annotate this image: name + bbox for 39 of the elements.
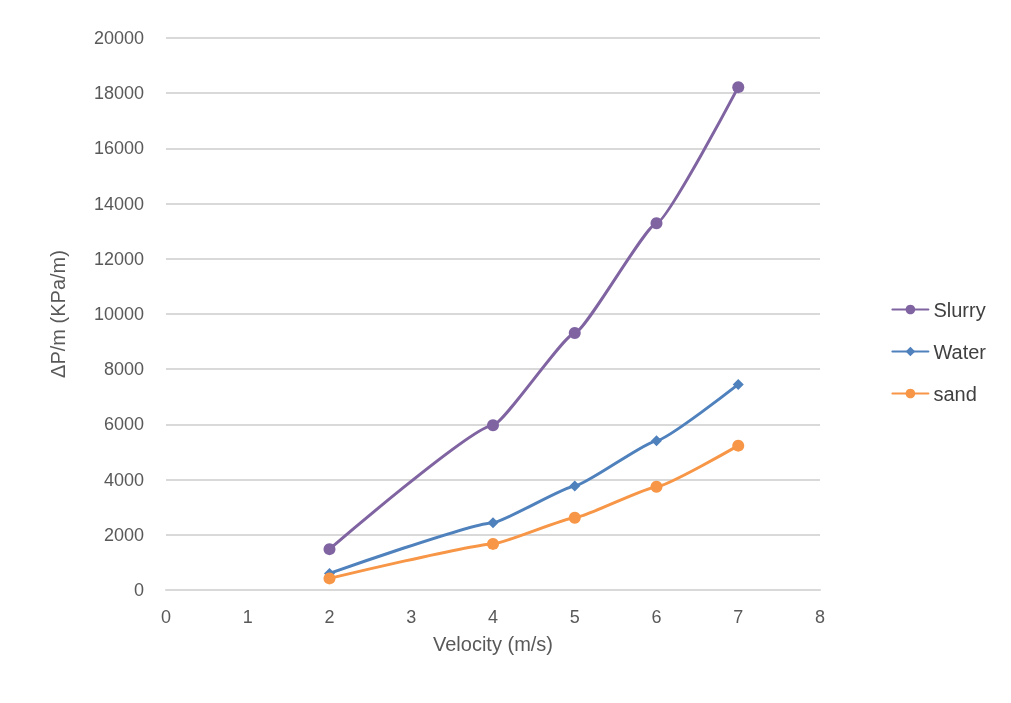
x-axis-title: Velocity (m/s)	[432, 633, 554, 655]
point	[487, 419, 499, 432]
point	[487, 537, 499, 550]
y-tick-label: 0	[133, 580, 144, 600]
point	[487, 517, 499, 529]
legend-label: Water	[933, 340, 987, 363]
x-tick-label: 1	[242, 607, 253, 627]
y-tick-label: 6000	[103, 414, 144, 435]
x-tick-label: 7	[733, 607, 744, 627]
point	[568, 327, 581, 340]
x-tick-label: 8	[814, 607, 826, 627]
point	[651, 435, 662, 447]
y-tick-label: 2000	[103, 524, 144, 545]
point	[323, 572, 336, 585]
y-tick-label: 18000	[93, 83, 144, 104]
x-tick-label: 6	[651, 607, 662, 627]
x-tick-label: 3	[406, 607, 417, 627]
x-tick-label: 5	[569, 607, 580, 627]
x-tick-label: 2	[324, 607, 335, 627]
point	[323, 543, 336, 556]
y-tick-label: 14000	[93, 193, 144, 214]
point	[732, 439, 745, 452]
point	[569, 480, 581, 492]
y-tick-label: 16000	[93, 138, 144, 159]
point	[650, 480, 663, 493]
x-tick-label: 4	[487, 607, 499, 627]
point	[732, 378, 744, 390]
point	[650, 217, 663, 230]
y-tick-label: 10000	[93, 304, 144, 324]
y-tick-label: 4000	[103, 469, 144, 490]
legend-label: Slurry	[933, 298, 986, 321]
legend-label: sand	[933, 382, 977, 405]
x-tick-label: 0	[160, 607, 172, 627]
y-axis-title: ΔP/m (KPa/m)	[47, 250, 69, 378]
point	[732, 81, 745, 94]
y-tick-label: 12000	[93, 248, 144, 269]
point	[568, 511, 581, 524]
y-tick-label: 20000	[93, 28, 144, 48]
y-tick-label: 8000	[103, 359, 144, 380]
